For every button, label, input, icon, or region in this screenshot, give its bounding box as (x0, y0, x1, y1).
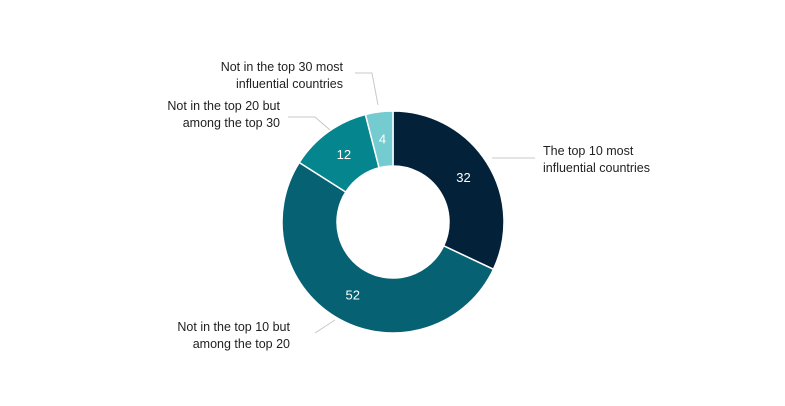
slice-category-label-line: influential countries (543, 161, 650, 175)
slice-category-label-line: among the top 30 (183, 116, 280, 130)
donut-slice-0 (392, 110, 505, 271)
leader-line-3 (355, 72, 379, 106)
leader-line-1 (314, 319, 336, 334)
slice-category-label-1: Not in the top 10 but among the top 20 (177, 320, 290, 351)
slice-category-label-0: The top 10 most influential countries (543, 144, 650, 175)
slice-category-label-3: Not in the top 30 most influential countr… (221, 60, 344, 91)
slice-category-label-2: Not in the top 20 but among the top 30 (167, 99, 280, 130)
leader-line-2 (288, 116, 331, 131)
slice-category-label-line: Not in the top 20 but (167, 99, 280, 113)
slice-category-label-line: Not in the top 30 most (221, 60, 344, 74)
donut-slice-3 (364, 110, 394, 169)
slice-category-label-line: among the top 20 (193, 337, 290, 351)
slice-value-label-3: 4 (379, 132, 386, 147)
slice-value-label-2: 12 (337, 147, 351, 162)
slice-value-label-1: 52 (346, 288, 360, 303)
slice-category-label-line: The top 10 most (543, 144, 634, 158)
slice-value-label-0: 32 (456, 170, 470, 185)
slice-category-label-line: Not in the top 10 but (177, 320, 290, 334)
donut-slice-1 (281, 161, 495, 334)
slice-category-label-line: influential countries (236, 77, 343, 91)
